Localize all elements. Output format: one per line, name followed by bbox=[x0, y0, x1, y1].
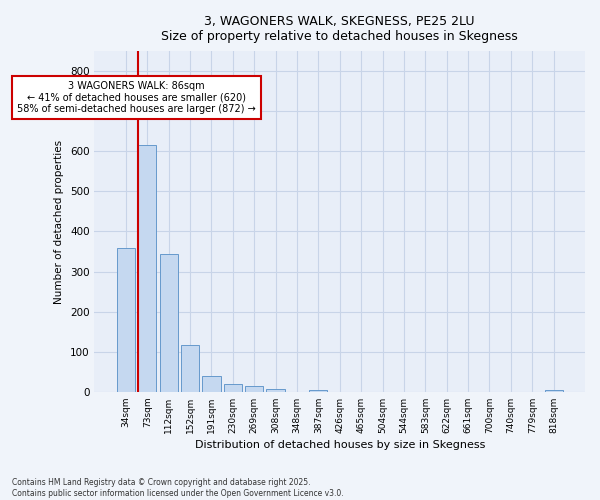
Bar bbox=[138, 146, 157, 392]
Bar bbox=[181, 344, 199, 392]
Bar bbox=[266, 388, 284, 392]
Text: 3 WAGONERS WALK: 86sqm
← 41% of detached houses are smaller (620)
58% of semi-de: 3 WAGONERS WALK: 86sqm ← 41% of detached… bbox=[17, 81, 256, 114]
Bar bbox=[117, 248, 135, 392]
X-axis label: Distribution of detached houses by size in Skegness: Distribution of detached houses by size … bbox=[194, 440, 485, 450]
Bar bbox=[309, 390, 328, 392]
Bar bbox=[245, 386, 263, 392]
Bar bbox=[202, 376, 221, 392]
Bar bbox=[160, 254, 178, 392]
Text: Contains HM Land Registry data © Crown copyright and database right 2025.
Contai: Contains HM Land Registry data © Crown c… bbox=[12, 478, 344, 498]
Bar bbox=[545, 390, 563, 392]
Bar bbox=[224, 384, 242, 392]
Y-axis label: Number of detached properties: Number of detached properties bbox=[55, 140, 64, 304]
Title: 3, WAGONERS WALK, SKEGNESS, PE25 2LU
Size of property relative to detached house: 3, WAGONERS WALK, SKEGNESS, PE25 2LU Siz… bbox=[161, 15, 518, 43]
